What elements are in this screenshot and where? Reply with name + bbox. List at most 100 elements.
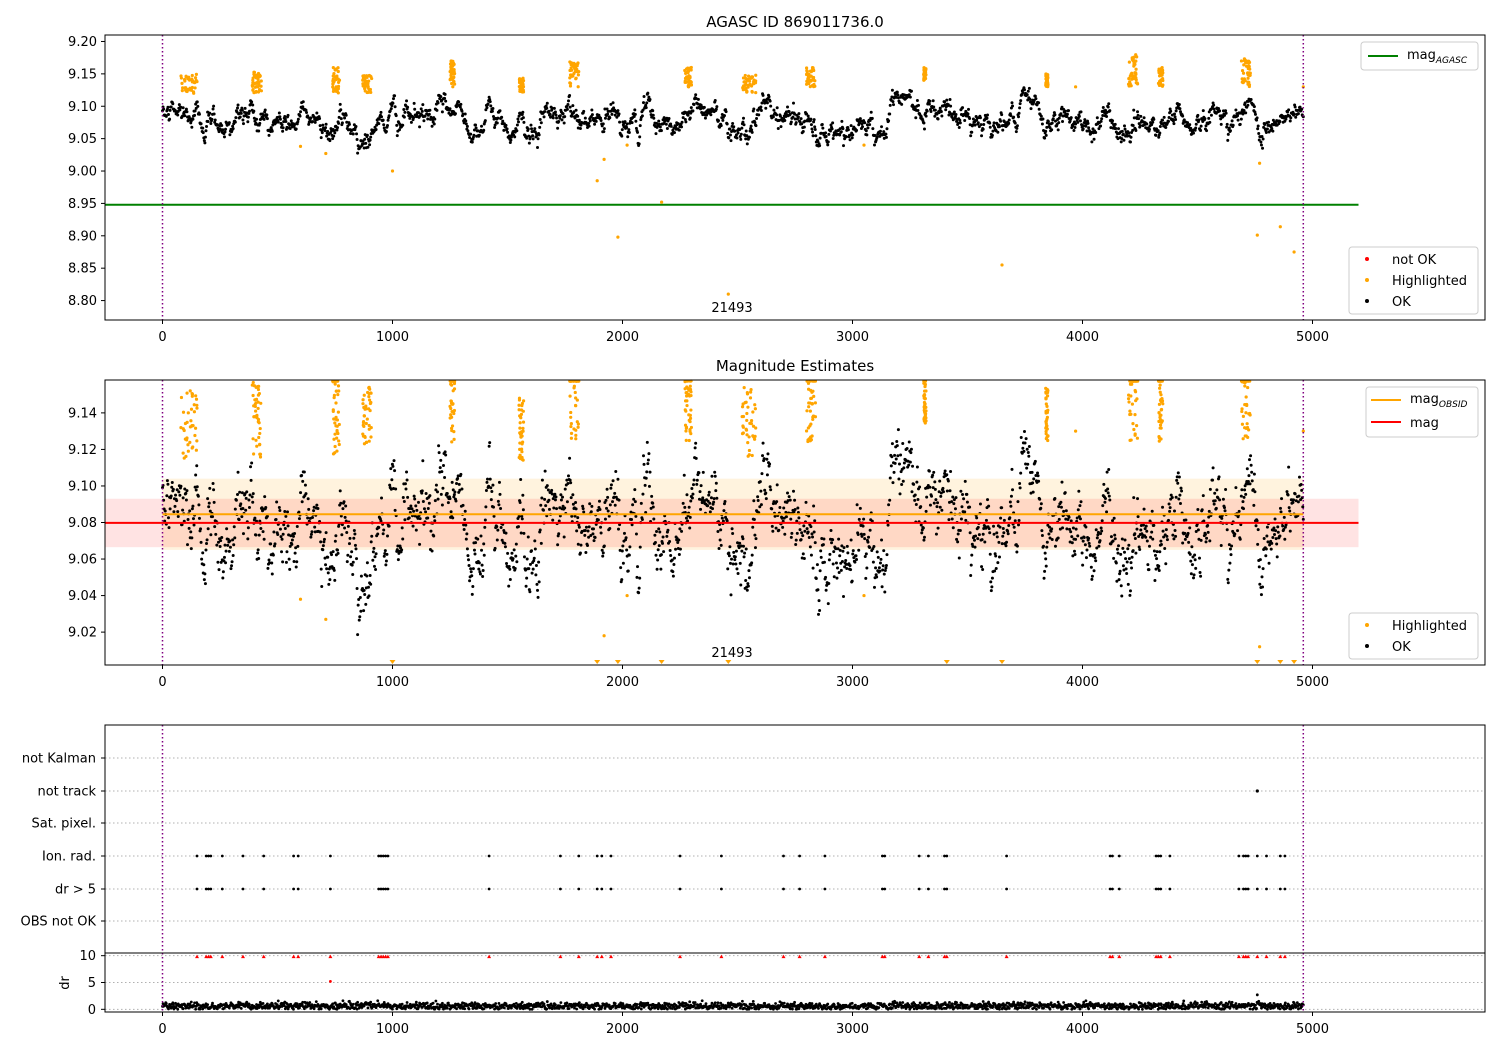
ok-point: [278, 527, 282, 531]
ok-point: [413, 107, 417, 111]
ok-point: [671, 570, 675, 574]
ok-point: [284, 119, 288, 123]
ok-point: [390, 478, 394, 482]
highlighted-point: [808, 69, 813, 73]
ok-point: [981, 127, 985, 131]
ok-point: [465, 532, 469, 536]
highlighted-point: [616, 235, 620, 239]
ok-point: [336, 551, 340, 555]
ok-point: [568, 94, 572, 98]
ok-point: [701, 470, 705, 474]
ok-point: [339, 117, 343, 121]
ok-point: [646, 458, 650, 462]
ok-point: [1129, 135, 1133, 139]
ok-point: [884, 132, 888, 136]
ok-point: [377, 117, 381, 121]
ok-point: [545, 484, 549, 488]
ok-point: [878, 129, 882, 133]
ok-point: [987, 527, 991, 531]
ok-point: [1031, 481, 1035, 485]
ok-point: [247, 505, 251, 509]
ok-point: [483, 119, 487, 123]
ok-point: [569, 109, 573, 113]
ok-point: [699, 507, 703, 511]
highlighted-point: [689, 83, 693, 87]
ok-point: [531, 137, 535, 141]
ok-point: [1255, 116, 1259, 120]
highlighted-point: [518, 421, 522, 425]
ok-point: [218, 544, 222, 548]
highlighted-point: [744, 82, 748, 86]
ok-point: [513, 135, 517, 139]
ok-point: [471, 567, 475, 571]
ok-point: [453, 490, 457, 494]
highlighted-point: [192, 80, 196, 84]
ok-point: [804, 500, 808, 504]
highlighted-point: [369, 425, 373, 430]
ok-point: [956, 540, 960, 544]
ok-point: [387, 114, 391, 118]
ok-point: [473, 552, 477, 556]
ok-point: [324, 531, 328, 535]
ok-point: [750, 561, 754, 565]
ok-point: [326, 571, 330, 575]
ok-point: [839, 130, 843, 134]
ok-point: [276, 120, 280, 124]
ok-point: [801, 552, 805, 556]
ok-point: [741, 544, 745, 548]
highlighted-point: [809, 388, 813, 392]
ok-point: [634, 119, 638, 123]
highlighted-point: [331, 85, 335, 89]
ok-point: [204, 548, 208, 552]
x-tick-label: 0: [158, 330, 166, 345]
ok-point: [347, 122, 351, 126]
ok-point: [380, 496, 384, 500]
ok-point: [301, 105, 305, 109]
ok-point: [228, 133, 232, 137]
highlighted-point: [367, 79, 371, 83]
ok-point: [1264, 131, 1268, 135]
highlighted-point: [1132, 427, 1136, 432]
highlighted-point: [335, 428, 339, 433]
highlighted-point: [744, 80, 748, 84]
ok-point: [574, 500, 578, 504]
ok-point: [953, 507, 957, 511]
highlighted-point: [185, 391, 189, 395]
ok-point: [335, 128, 339, 132]
highlighted-point: [1134, 59, 1138, 63]
ok-point: [1001, 527, 1005, 531]
ok-point: [196, 104, 200, 108]
ok-point: [174, 493, 178, 497]
ok-point: [299, 491, 303, 495]
ok-point: [324, 563, 328, 567]
ok-point: [764, 497, 768, 501]
ok-point: [241, 118, 245, 122]
ok-point: [371, 558, 375, 562]
ok-point: [726, 131, 730, 135]
highlighted-point: [298, 597, 303, 601]
ok-point: [324, 122, 328, 126]
ok-point: [527, 567, 531, 571]
highlighted-point: [809, 438, 813, 442]
ok-point: [1288, 119, 1292, 123]
ok-point: [645, 470, 649, 474]
ok-point: [332, 134, 336, 138]
ok-point: [301, 100, 305, 104]
ok-point: [772, 108, 776, 112]
ok-point: [430, 549, 434, 553]
highlighted-point: [186, 77, 190, 81]
ok-point: [1015, 544, 1019, 548]
ok-point: [1293, 105, 1297, 109]
highlighted-point: [450, 428, 454, 433]
highlighted-point: [569, 410, 573, 415]
ok-point: [826, 140, 830, 144]
ok-point: [1265, 127, 1269, 131]
ok-point: [813, 541, 817, 545]
ok-point: [338, 102, 342, 106]
ok-point: [545, 101, 549, 105]
ok-point: [316, 506, 320, 510]
ok-point: [643, 483, 647, 487]
highlighted-point: [367, 385, 371, 389]
ok-point: [677, 553, 681, 557]
ok-point: [970, 553, 974, 557]
